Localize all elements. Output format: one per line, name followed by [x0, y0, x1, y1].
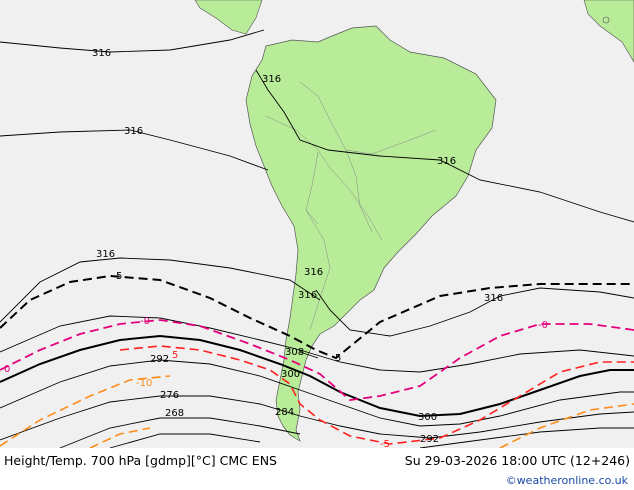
isotherm-neg10b — [89, 427, 151, 449]
height-label: 316 — [298, 290, 317, 301]
height-contours — [0, 29, 634, 449]
africa-land — [583, 0, 634, 63]
isotherm-neg10c — [499, 403, 634, 449]
temp-label: 5 — [335, 353, 341, 364]
valid-time: Su 29-03-2026 18:00 UTC (12+246) — [404, 453, 630, 468]
temp-label: -10 — [136, 378, 152, 389]
height-label: 284 — [275, 407, 294, 418]
height-label: 308 — [285, 347, 304, 358]
island — [602, 16, 610, 24]
height-label: 268 — [165, 408, 184, 419]
isotherm-neg10 — [0, 375, 171, 447]
height-label: 316 — [437, 156, 456, 167]
height-contour-300-thick — [0, 334, 634, 418]
temp-label: -0 — [140, 316, 150, 327]
country-borders — [265, 81, 437, 331]
isotherm-neg5 — [119, 345, 634, 445]
height-label: 300 — [418, 412, 437, 423]
temp-label: -0 — [538, 320, 548, 331]
temp-label: -5 — [380, 439, 390, 450]
temperature-contours — [0, 274, 634, 449]
height-label: 316 — [304, 267, 323, 278]
isotherm-0 — [0, 319, 634, 401]
south-america-land — [245, 25, 497, 442]
temp-label: 0 — [4, 364, 10, 375]
height-label: 316 — [92, 48, 111, 59]
height-label: 292 — [150, 354, 169, 365]
height-label: 316 — [484, 293, 503, 304]
height-label: 292 — [420, 434, 439, 445]
height-label: 316 — [262, 74, 281, 85]
isotherm-5 — [0, 274, 634, 360]
central-america-land — [194, 0, 263, 35]
map-footer: Height/Temp. 700 hPa [gdmp][°C] CMC ENS … — [0, 448, 634, 490]
height-label: 300 — [281, 369, 300, 380]
credit-link[interactable]: ©weatheronline.co.uk — [505, 474, 628, 487]
temp-label: 5 — [172, 350, 178, 361]
map-title: Height/Temp. 700 hPa [gdmp][°C] CMC ENS — [4, 453, 277, 468]
height-label: 316 — [96, 249, 115, 260]
contour-labels: 316 316 316 316 316 316 316 316 308 300 … — [4, 48, 548, 450]
height-label: 276 — [160, 390, 179, 401]
height-label: 316 — [124, 126, 143, 137]
temp-label: 5 — [116, 271, 122, 282]
